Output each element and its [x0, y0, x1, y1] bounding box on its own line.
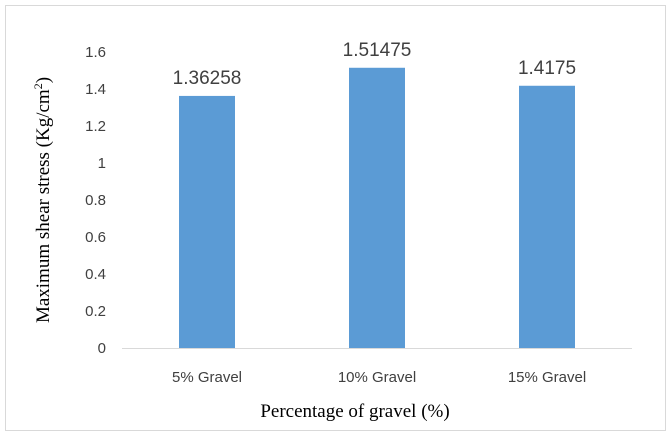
category-label: 15% Gravel: [508, 369, 586, 386]
data-label: 1.4175: [518, 58, 576, 79]
data-label: 1.51475: [343, 40, 412, 61]
category-labels: 5% Gravel 10% Gravel 15% Gravel: [172, 369, 586, 386]
y-tick-label: 1.2: [85, 118, 106, 135]
category-label: 5% Gravel: [172, 369, 242, 386]
y-tick-labels: 0 0.2 0.4 0.6 0.8 1 1.2 1.4 1.6: [85, 44, 106, 357]
y-tick-label: 0: [98, 340, 106, 357]
y-axis-title: Maximum shear stress (Kg/cm2): [31, 77, 54, 323]
bar: [519, 85, 575, 348]
bar: [179, 95, 235, 348]
bar: [349, 67, 405, 349]
y-axis-title-superscript: 2: [31, 83, 45, 89]
y-tick-label: 1.6: [85, 44, 106, 61]
y-tick-label: 0.6: [85, 229, 106, 246]
bars: [179, 67, 575, 349]
y-tick-label: 0.2: [85, 303, 106, 320]
y-tick-label: 0.4: [85, 266, 106, 283]
y-tick-label: 1.4: [85, 81, 106, 98]
y-tick-label: 1: [98, 155, 106, 172]
x-axis-title: Percentage of gravel (%): [260, 401, 449, 422]
y-axis-title-main: Maximum shear stress (Kg/cm: [33, 89, 54, 323]
data-label: 1.36258: [173, 68, 242, 89]
y-tick-label: 0.8: [85, 192, 106, 209]
data-labels: 1.36258 1.51475 1.4175: [173, 40, 576, 89]
category-label: 10% Gravel: [338, 369, 416, 386]
y-axis-title-close: ): [33, 77, 54, 83]
